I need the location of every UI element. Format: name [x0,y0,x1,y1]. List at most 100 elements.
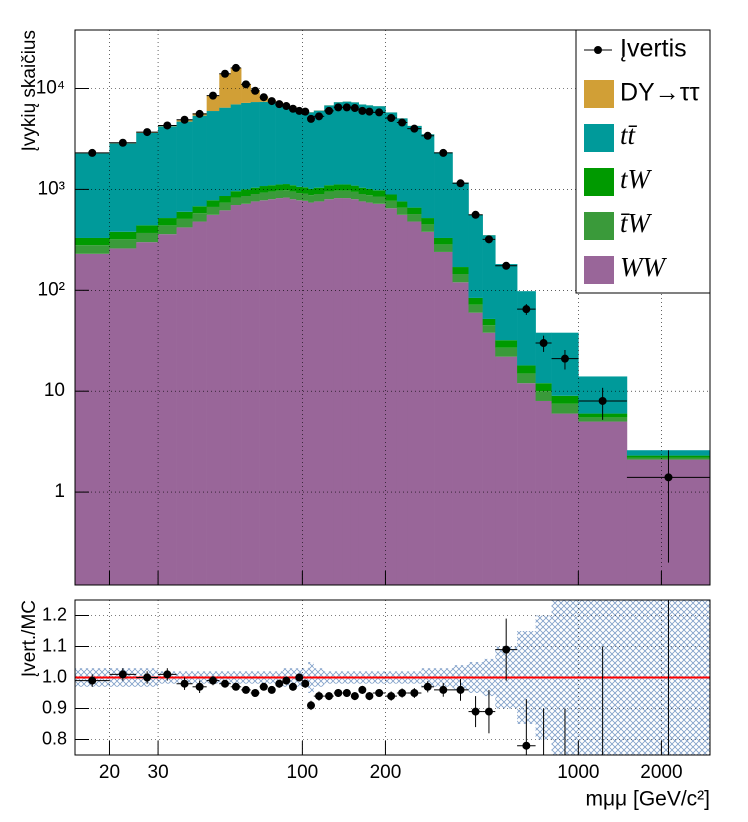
stack-bar [333,190,343,199]
stack-bar [302,193,309,201]
stack-bar [350,191,359,200]
y-tick-label: 10³ [38,178,65,199]
stack-bar [342,190,352,199]
stack-bar [192,115,207,207]
stack-bar [324,185,335,192]
y-tick-label: 0.8 [42,728,67,748]
ratio-point [221,679,230,688]
data-point [598,396,607,405]
stack-bar [313,187,325,195]
legend: Įvertis DY→ττ tt̄ tW t̄W WW [575,29,711,294]
stack-bar [250,201,260,585]
data-point [325,106,334,115]
stack-bar [407,214,422,222]
data-point [251,86,260,95]
stack-bar [468,312,483,585]
data-point [439,148,448,157]
ratio-point [522,741,531,750]
ratio-point [334,689,343,697]
stack-bar [282,184,291,191]
stack-bar [308,202,315,585]
stack-bar [434,251,453,585]
stack-bar [313,194,325,202]
stack-bar [219,107,232,197]
stack-bar [342,184,352,191]
stack-bar [219,202,232,211]
data-point [301,107,310,116]
stack-bar [230,205,242,585]
ratio-point [365,692,374,701]
stack-bar [365,202,374,585]
ratio-point [307,701,316,710]
stack-bar [535,400,552,585]
stack-bar [350,185,359,192]
stack-bar [302,200,309,585]
stack-bar [535,383,552,392]
stack-bar [396,118,408,202]
stack-bar [267,199,276,585]
data-point [208,91,217,100]
data-point [398,118,407,127]
x-tick-label: 2000 [640,762,682,783]
stack-bar [219,73,232,108]
stack-bar [385,194,398,201]
legend-swatch [584,256,614,284]
stack-bar [206,214,220,585]
stack-bar [241,189,252,197]
x-tick-label: 30 [148,762,169,783]
legend-swatch [584,124,614,152]
stack-bar [296,109,303,187]
stack-bar [296,200,303,585]
stack-bar [372,203,386,585]
stack-bar [551,413,579,585]
data-point [471,210,480,219]
ratio-point [410,689,419,697]
stack-bar [535,391,552,401]
stack-bar [302,109,309,188]
stack-bar [230,191,242,198]
ratio-point [471,707,480,716]
stack-bar [275,198,284,585]
data-point [315,112,324,121]
ratio-point [398,689,407,697]
stack-bar [396,201,408,208]
legend-label: DY→ττ [620,79,700,107]
ratio-point [180,679,189,688]
ratio-point [195,682,204,691]
stack-bar [289,106,297,186]
stack-bar [421,231,435,585]
stack-bar [259,192,269,201]
stack-bar [358,104,367,188]
stack-bar [421,224,435,232]
stack-bar [407,207,422,215]
ratio-point [251,689,260,697]
stack-bar [372,106,386,191]
ratio-point [375,689,384,697]
stack-bar [372,196,386,204]
ratio-point [88,676,97,685]
data-point [522,305,531,314]
ratio-point [267,685,276,694]
stack-bar [551,395,579,404]
data-point [484,235,493,244]
stack-bar [206,206,220,215]
legend-swatch [584,212,614,240]
stack-bar [535,332,552,384]
data-point [375,108,384,117]
data-point [410,124,419,133]
data-point [307,114,316,123]
stack-bar [241,84,252,103]
stack-bar [176,211,193,219]
labels: Įvykių skaičius Įvert./MC mμμ [GeV/c²] [19,30,710,811]
stack-bar [308,195,315,203]
data-point [664,473,673,482]
legend-marker [594,46,602,54]
stack-bar [407,221,422,585]
stack-bar [495,264,518,341]
stack-bar [206,95,220,112]
stack-bar [421,134,435,219]
stack-bar [365,105,374,189]
ratio-point [163,670,172,679]
ratio-point [439,685,448,694]
